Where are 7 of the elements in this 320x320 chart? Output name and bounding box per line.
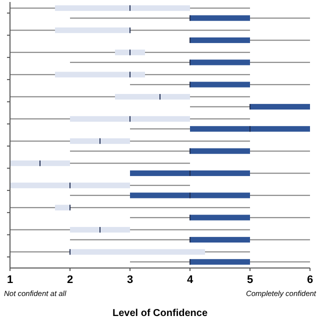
x-tick-label: 4 (186, 274, 194, 286)
x-tick-label: 5 (246, 274, 254, 286)
x-tick-label: 6 (306, 274, 314, 286)
x-tick-label: 1 (6, 274, 14, 286)
x-axis-title: Level of Confidence (112, 308, 208, 319)
x-tick-label: 2 (66, 274, 74, 286)
x-tick-label: 3 (126, 274, 134, 286)
